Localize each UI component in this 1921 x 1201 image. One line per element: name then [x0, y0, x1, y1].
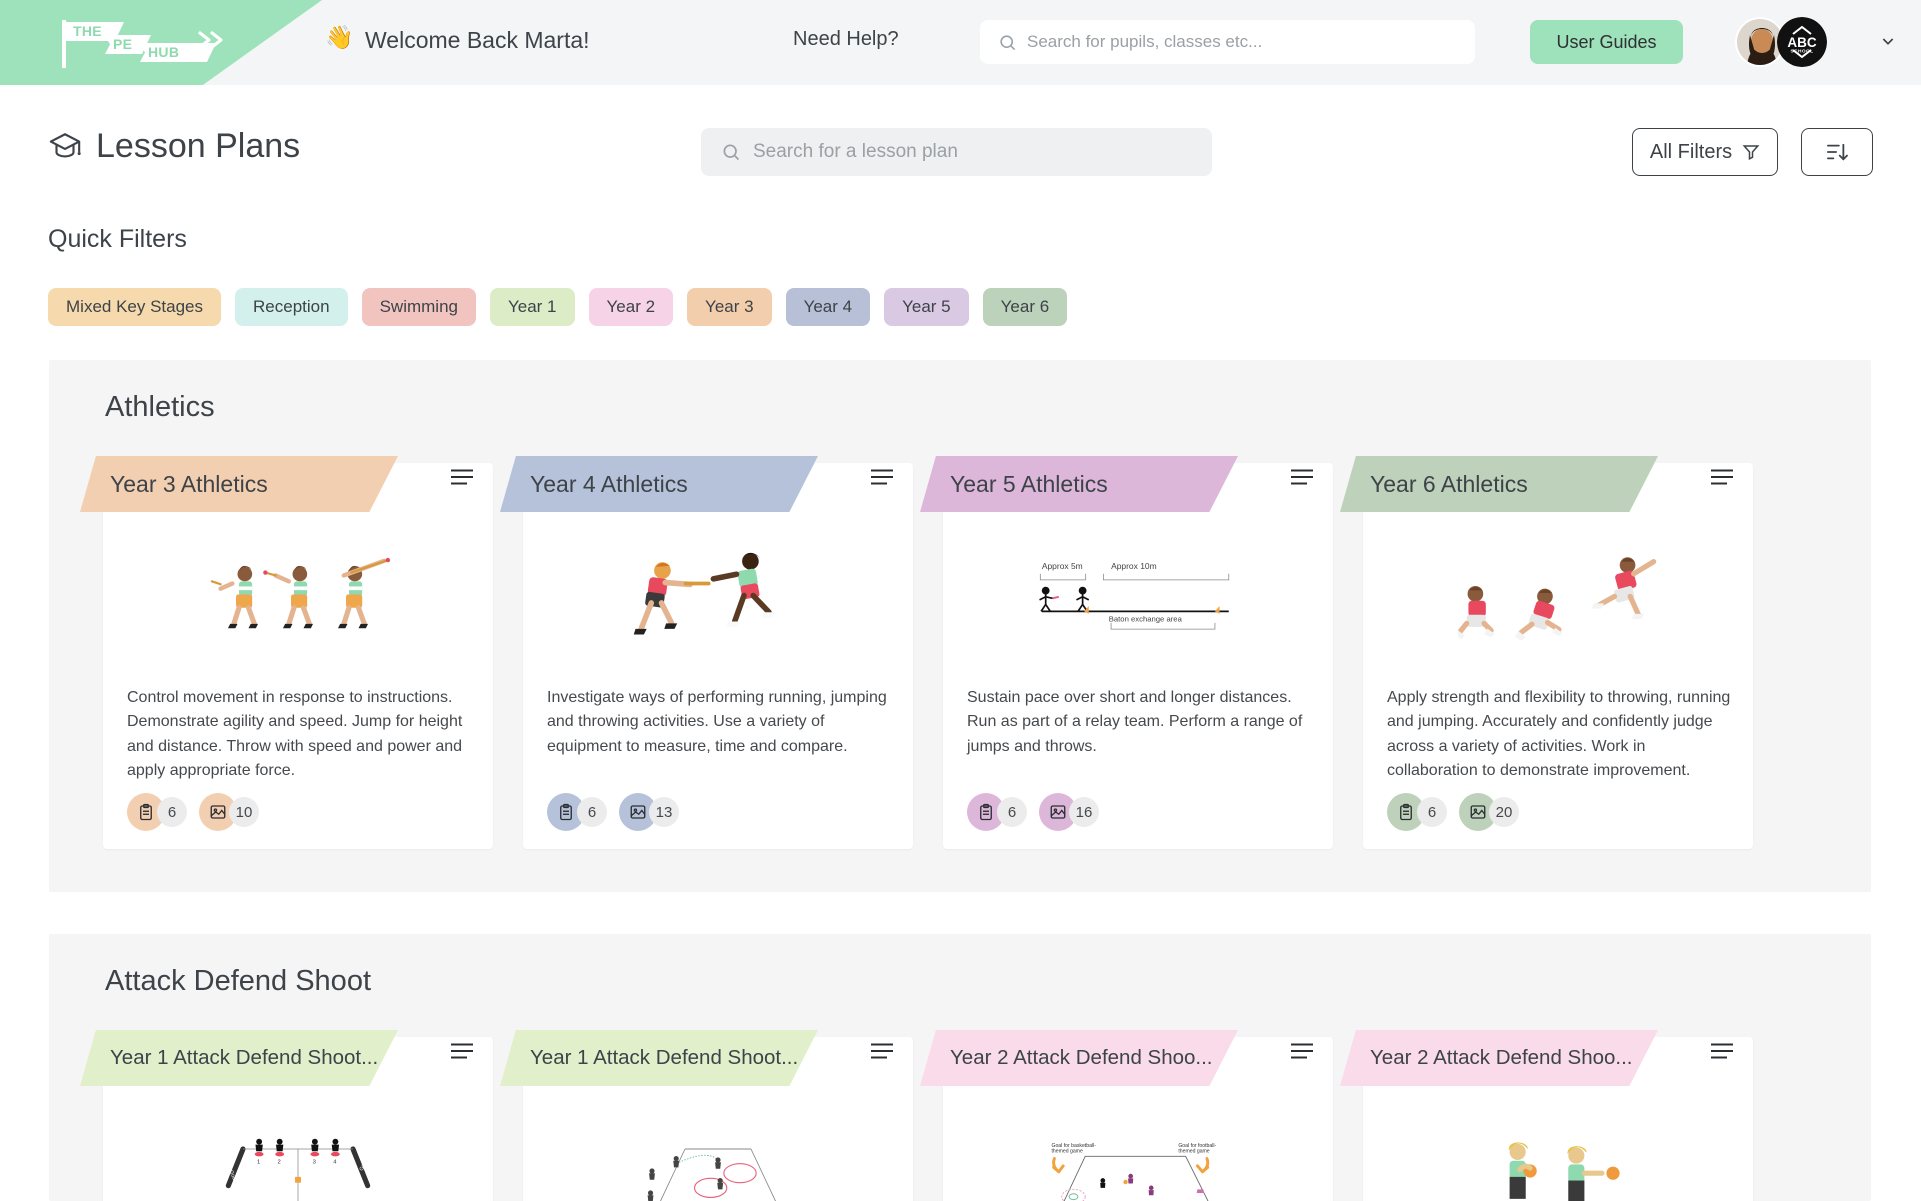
svg-text:Approx 10m: Approx 10m — [1111, 561, 1157, 571]
svg-text:themed game: themed game — [1178, 1149, 1209, 1155]
svg-text:3: 3 — [313, 1160, 316, 1166]
svg-text:Baton exchange area: Baton exchange area — [1109, 614, 1183, 623]
svg-text:1: 1 — [257, 1160, 260, 1166]
svg-text:ABC: ABC — [1787, 35, 1816, 50]
svg-text:4: 4 — [333, 1160, 337, 1166]
svg-text:2: 2 — [277, 1160, 280, 1166]
svg-text:themed game: themed game — [1051, 1149, 1082, 1155]
svg-text:Goal for basketball-: Goal for basketball- — [1051, 1143, 1096, 1149]
svg-text:THE: THE — [73, 23, 102, 39]
svg-text:PE: PE — [113, 36, 132, 52]
svg-text:HUB: HUB — [148, 44, 179, 60]
svg-text:Goal for football-: Goal for football- — [1178, 1143, 1216, 1149]
svg-text:Approx 5m: Approx 5m — [1042, 561, 1083, 571]
